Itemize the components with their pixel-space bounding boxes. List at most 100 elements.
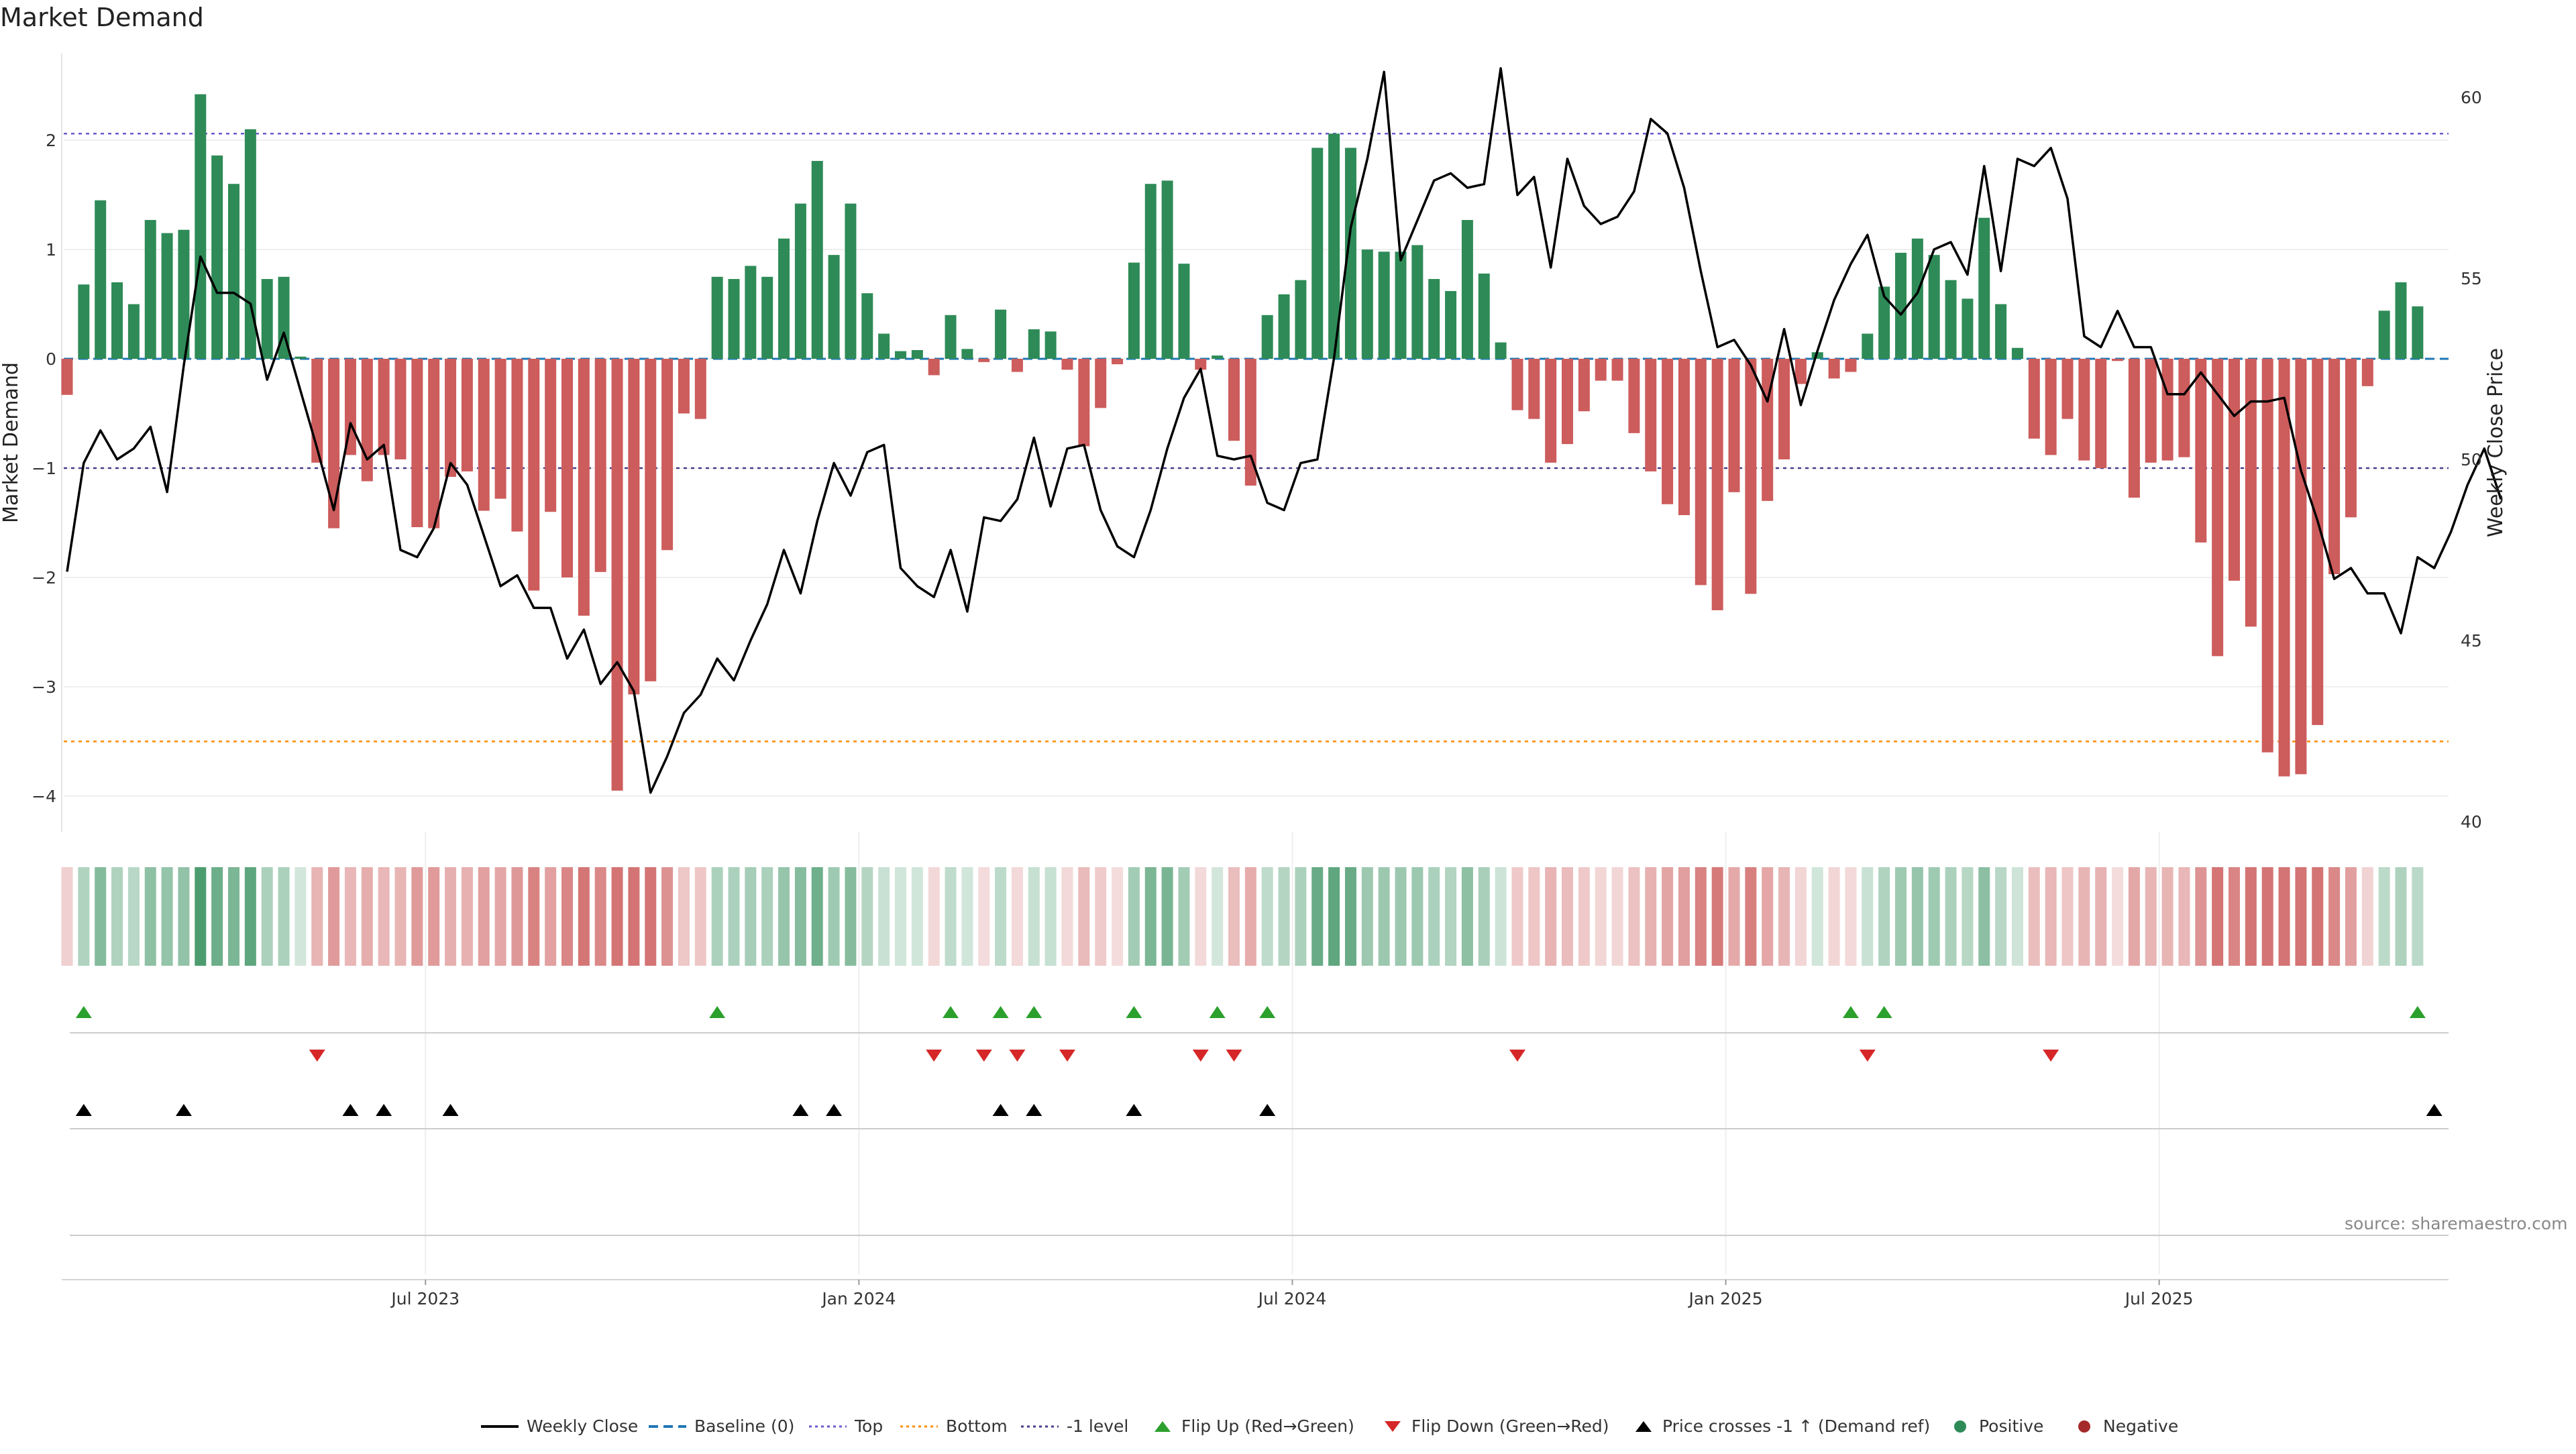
heat-cell: [144, 867, 156, 966]
demand-bar: [2395, 282, 2407, 359]
heat-cell: [344, 867, 356, 966]
flip-up-marker: [1026, 1006, 1042, 1018]
right-tick-label: 60: [2461, 88, 2482, 107]
demand-bar: [2212, 359, 2224, 657]
demand-bar: [1562, 359, 1573, 445]
heat-cell: [2261, 867, 2273, 966]
demand-bar: [2095, 359, 2107, 468]
legend-label: Positive: [1979, 1416, 2044, 1436]
price-cross-marker: [376, 1104, 392, 1116]
demand-bar: [144, 219, 156, 359]
heat-cell: [2328, 867, 2341, 966]
demand-bar: [628, 359, 640, 695]
heat-cell: [1611, 867, 1623, 966]
heat-cell: [2145, 867, 2157, 966]
right-tick-label: 55: [2461, 269, 2482, 288]
demand-bar: [2295, 359, 2307, 775]
heat-cell: [978, 867, 990, 966]
demand-bar: [645, 359, 657, 681]
legend-minus1: -1 level: [1020, 1416, 1128, 1436]
heat-cell: [1745, 867, 1757, 966]
demand-bar: [328, 359, 340, 528]
x-tick-label: Jan 2025: [1688, 1289, 1763, 1308]
legend-label: Flip Up (Red→Green): [1181, 1416, 1354, 1436]
flip-up-marker: [75, 1006, 92, 1018]
heat-cell: [794, 867, 806, 966]
heat-cell: [1295, 867, 1307, 966]
heat-cell: [845, 867, 857, 966]
heat-cell: [111, 867, 123, 966]
heat-cell: [1195, 867, 1207, 966]
heat-cell: [78, 867, 90, 966]
flip-up-marker: [1259, 1006, 1276, 1018]
heat-cell: [2045, 867, 2057, 966]
heat-cell: [1878, 867, 1890, 966]
heat-cell: [2245, 867, 2257, 966]
demand-heat-strip: [61, 867, 2424, 966]
demand-bar: [694, 359, 706, 419]
legend-top: Top: [808, 1416, 883, 1436]
heat-cell: [1645, 867, 1657, 966]
heat-cell: [778, 867, 790, 966]
heat-cell: [394, 867, 407, 966]
demand-bar: [1545, 359, 1557, 463]
heat-cell: [645, 867, 657, 966]
flip-down-marker: [1192, 1050, 1209, 1062]
demand-bar: [528, 359, 540, 591]
heat-cell: [694, 867, 706, 966]
demand-bar: [1095, 359, 1107, 408]
demand-bar: [2195, 359, 2207, 543]
heat-cell: [928, 867, 940, 966]
demand-bar: [1845, 359, 1857, 372]
heat-cell: [95, 867, 107, 966]
heat-cell: [294, 867, 307, 966]
heat-cell: [828, 867, 840, 966]
demand-bar: [1695, 359, 1707, 585]
heat-cell: [628, 867, 640, 966]
heat-cell: [1545, 867, 1557, 966]
demand-bar: [728, 279, 740, 359]
heat-cell: [1962, 867, 1974, 966]
event-markers: [70, 1006, 2449, 1236]
demand-bar: [1495, 342, 1507, 359]
demand-bar: [895, 351, 906, 359]
flip-up-marker: [943, 1006, 959, 1018]
heat-cell: [1794, 867, 1807, 966]
heat-cell: [545, 867, 557, 966]
heat-cell: [1228, 867, 1240, 966]
heat-cell: [1828, 867, 1840, 966]
demand-bar: [2128, 359, 2140, 498]
dashed-line-swatch-icon: [649, 1424, 686, 1428]
legend-label: Price crosses -1 ↑ (Demand ref): [1662, 1416, 1931, 1436]
heat-cell: [195, 867, 207, 966]
demand-bar: [995, 309, 1007, 359]
demand-bar: [661, 359, 674, 551]
demand-bar: [711, 276, 723, 359]
demand-bar: [828, 255, 840, 359]
heat-cell: [461, 867, 473, 966]
heat-cell: [1445, 867, 1457, 966]
demand-bar: [861, 293, 873, 359]
demand-bar: [1962, 298, 1974, 359]
legend-label: Bottom: [946, 1416, 1008, 1436]
demand-bar: [1228, 359, 1240, 441]
legend-flip-down: Flip Down (Green→Red): [1381, 1416, 1609, 1436]
legend-positive: Positive: [1952, 1416, 2043, 1436]
demand-bar: [561, 359, 573, 577]
demand-bar: [95, 200, 107, 359]
heat-cell: [1595, 867, 1607, 966]
demand-bar: [1328, 133, 1340, 359]
heat-cell: [1461, 867, 1473, 966]
demand-bar: [611, 359, 623, 791]
demand-bar: [394, 359, 407, 459]
demand-bar: [1461, 219, 1473, 359]
price-cross-marker: [1026, 1104, 1042, 1116]
heat-cell: [1678, 867, 1690, 966]
flip-down-marker: [926, 1050, 943, 1062]
demand-bar: [1061, 359, 1073, 370]
heat-cell: [728, 867, 740, 966]
heat-cell: [2361, 867, 2373, 966]
demand-bar: [1628, 359, 1640, 433]
demand-bar: [1595, 359, 1607, 381]
demand-bar: [1662, 359, 1674, 504]
